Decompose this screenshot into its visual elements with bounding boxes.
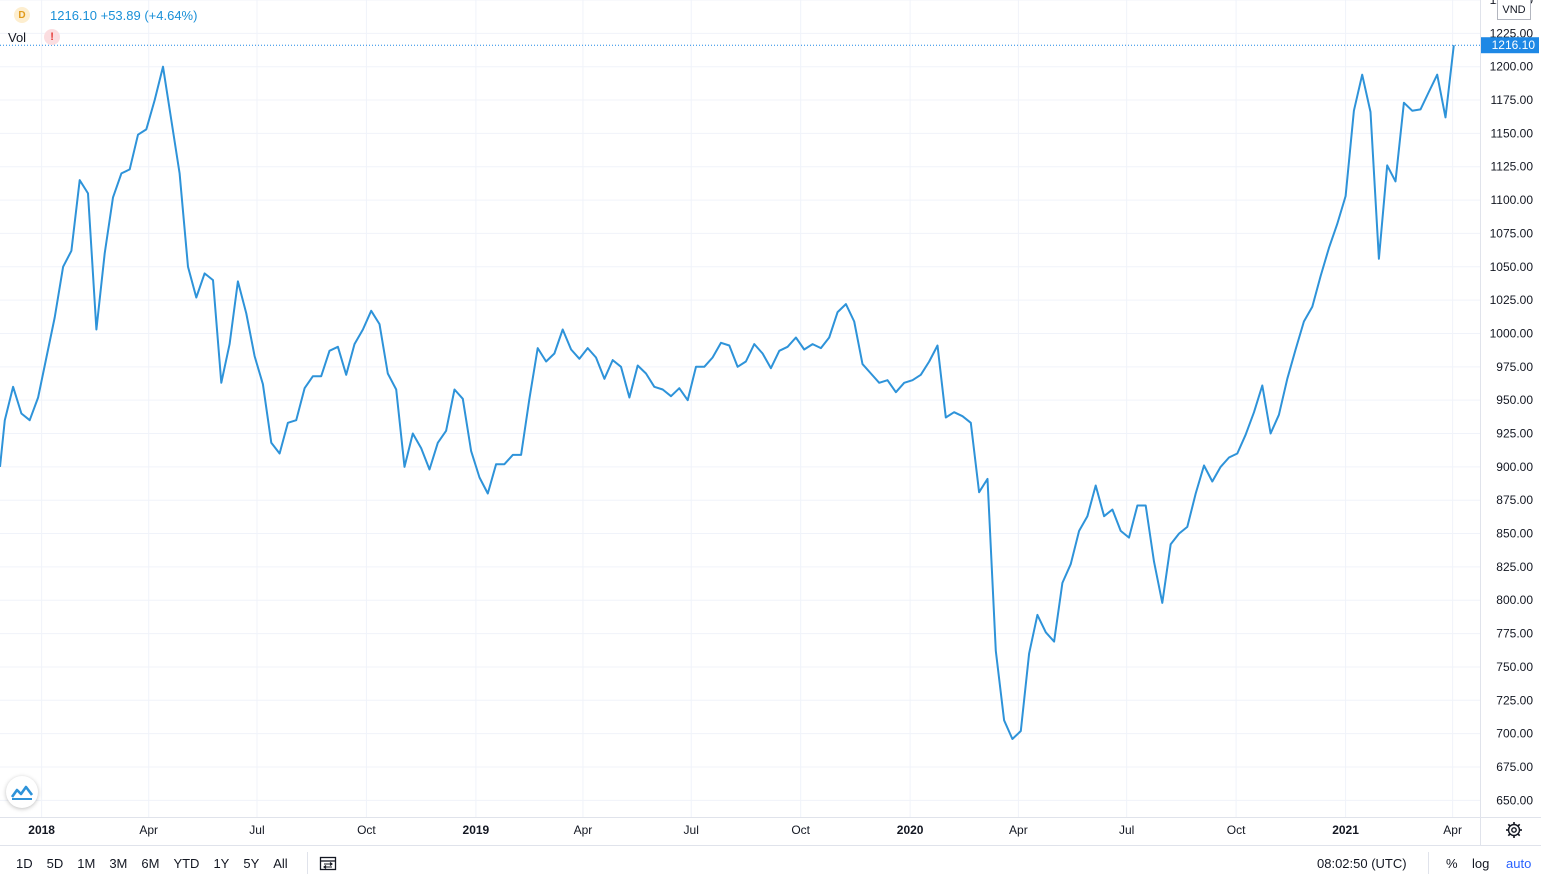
y-tick-label: 775.00 [1496, 627, 1533, 641]
range-1y-button[interactable]: 1Y [213, 855, 230, 871]
x-tick-label: Jul [249, 823, 264, 837]
y-tick-label: 975.00 [1496, 360, 1533, 374]
x-tick-label: 2018 [28, 823, 55, 837]
range-all-button[interactable]: All [273, 855, 288, 871]
y-tick-label: 1050.00 [1490, 260, 1534, 274]
warning-icon[interactable]: ! [44, 29, 61, 45]
range-1d-button[interactable]: 1D [16, 855, 33, 871]
y-tick-label: 650.00 [1496, 793, 1533, 807]
toolbar-divider [306, 852, 308, 874]
x-tick-label: 2021 [1332, 823, 1359, 837]
legend-main-row: D 1216.10 +53.89 (+4.64%) [8, 4, 197, 26]
x-tick-label: Oct [357, 823, 376, 837]
x-tick-label: 2019 [463, 823, 490, 837]
y-tick-label: 1000.00 [1490, 326, 1534, 340]
axis-borders [0, 0, 1541, 846]
x-tick-label: Oct [1227, 823, 1246, 837]
tradingview-logo-icon[interactable] [6, 776, 38, 808]
last-price-tag [1481, 37, 1539, 54]
x-tick-label: Apr [1009, 823, 1028, 837]
volume-label[interactable]: Vol [8, 29, 27, 45]
percent-scale-toggle[interactable]: % [1446, 856, 1458, 871]
y-tick-label: 800.00 [1496, 593, 1533, 607]
y-tick-label: 1150.00 [1491, 126, 1534, 140]
x-tick-label: Apr [1443, 823, 1462, 837]
auto-scale-toggle[interactable]: auto [1506, 856, 1532, 871]
y-tick-label: 1100.00 [1491, 193, 1534, 207]
currency-label[interactable]: VND [1497, 0, 1531, 20]
range-3m-button[interactable]: 3M [109, 855, 128, 871]
y-tick-label: 1075.00 [1490, 226, 1534, 240]
y-tick-label: 950.00 [1496, 393, 1533, 407]
chart-legend: D 1216.10 +53.89 (+4.64%) Vol ! [8, 4, 197, 48]
date-range-icon[interactable] [318, 854, 338, 872]
series-line [0, 45, 1455, 740]
series-group [0, 45, 1455, 740]
x-tick-label: 2020 [897, 823, 924, 837]
x-tick-label: Apr [574, 823, 593, 837]
y-tick-label: 875.00 [1496, 493, 1533, 507]
price-axis[interactable]: 650.00 675.00 700.00 725.00 750.00 775.00 800.… [1490, 0, 1534, 807]
y-tick-label: 675.00 [1496, 760, 1533, 774]
time-axis[interactable]: 2018 Apr Jul Oct 2019 Apr Jul Oct 2020 Apr Jul Oct 2… [28, 823, 1462, 837]
y-tick-label: 925.00 [1496, 427, 1533, 441]
legend-vol-row: Vol ! [8, 26, 197, 48]
log-scale-toggle[interactable]: log [1472, 856, 1490, 871]
last-price-label: 1216.10 [1492, 38, 1536, 52]
y-tick-label: 750.00 [1496, 660, 1533, 674]
y-tick-label: 900.00 [1496, 460, 1533, 474]
y-tick-label: 1125.00 [1491, 160, 1534, 174]
toolbar-divider-right [1428, 852, 1429, 874]
range-6m-button[interactable]: 6M [141, 855, 160, 871]
bottom-toolbar: 1D 5D 1M 3M 6M YTD 1Y 5Y All 08:02:50 (U… [0, 846, 1541, 880]
last-price-marker: 1216.10 [0, 37, 1539, 54]
y-tick-label: 1225.00 [1490, 26, 1534, 40]
range-5y-button[interactable]: 5Y [243, 855, 260, 871]
x-tick-label: Apr [139, 823, 158, 837]
range-1m-button[interactable]: 1M [77, 855, 96, 871]
clock-readout[interactable]: 08:02:50 (UTC) [1317, 856, 1407, 871]
range-5d-button[interactable]: 5D [46, 855, 64, 871]
x-tick-label: Oct [791, 823, 810, 837]
y-tick-label: 825.00 [1496, 560, 1533, 574]
y-tick-label: 700.00 [1496, 727, 1533, 741]
x-tick-label: Jul [1119, 823, 1134, 837]
range-ytd-button[interactable]: YTD [173, 855, 200, 871]
y-tick-label: 1025.00 [1490, 293, 1534, 307]
y-tick-label: 1200.00 [1490, 60, 1534, 74]
grid-lines [0, 0, 1480, 817]
x-tick-label: Jul [684, 823, 699, 837]
settings-gear-icon[interactable] [1505, 821, 1523, 839]
y-tick-label: 850.00 [1496, 527, 1533, 541]
y-tick-label: 725.00 [1496, 693, 1533, 707]
y-tick-label: 1175.00 [1491, 93, 1534, 107]
price-chart[interactable]: 650.00 675.00 700.00 725.00 750.00 775.00 800.… [0, 0, 1541, 846]
interval-badge[interactable]: D [14, 7, 30, 23]
legend-price-text: 1216.10 +53.89 (+4.64%) [50, 7, 198, 23]
